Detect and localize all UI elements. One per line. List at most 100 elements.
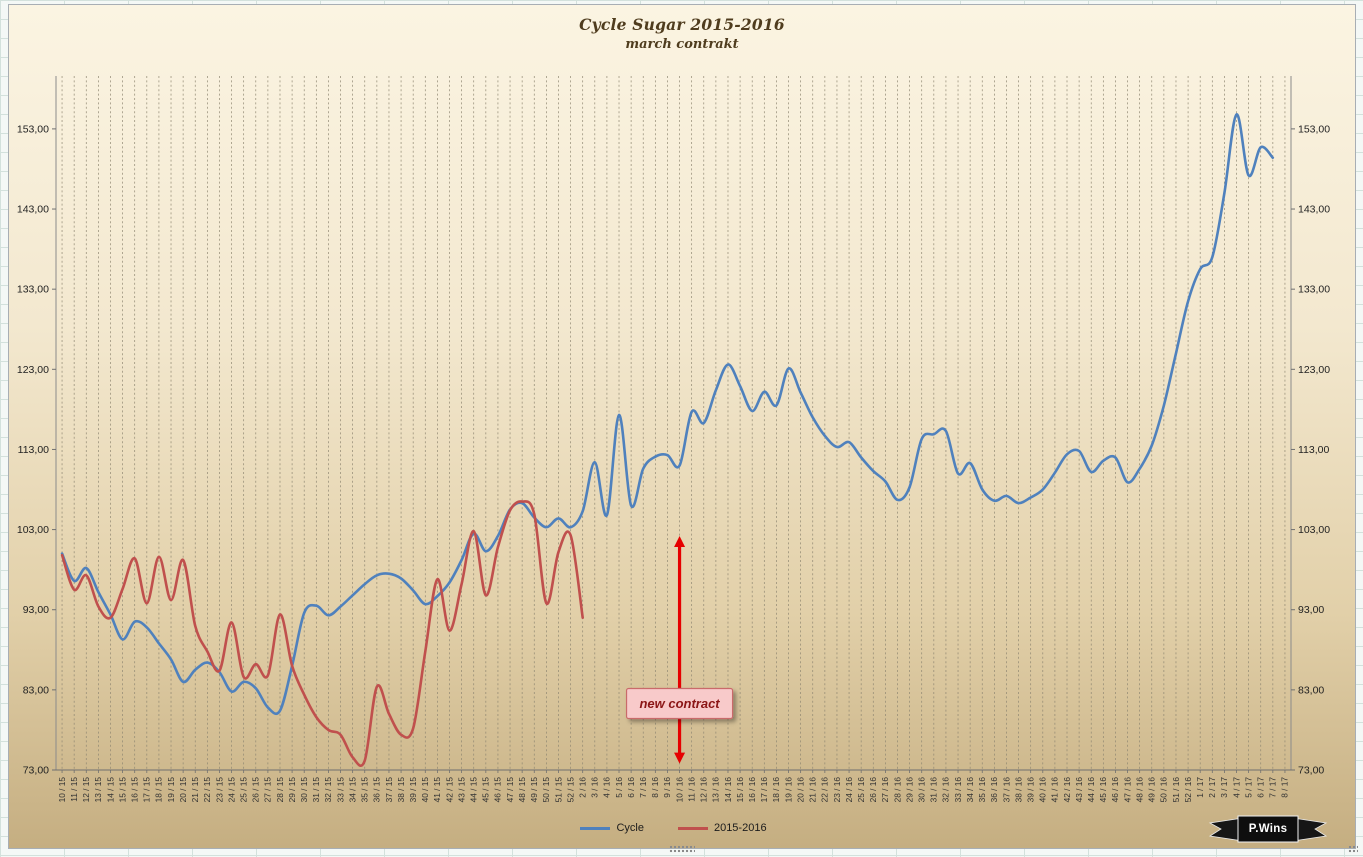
x-tick-label: 33 / 16 [953, 777, 963, 803]
annotation-box[interactable] [625, 687, 734, 720]
chart-panel[interactable]: Cycle Sugar 2015-2016 march contrakt 10 … [8, 4, 1358, 853]
y-tick-label-left: 73,00 [23, 765, 49, 777]
chart-title-block: Cycle Sugar 2015-2016 march contrakt [9, 15, 1355, 52]
legend-item-2015-2016[interactable]: 2015-2016 [677, 822, 767, 834]
series-line-2015-2016[interactable] [60, 500, 584, 767]
x-tick-label: 12 / 16 [699, 777, 709, 803]
x-tick-label: 34 / 16 [965, 777, 975, 803]
x-tick-label: 14 / 16 [723, 777, 733, 803]
x-tick-label: 25 / 16 [856, 777, 866, 803]
y-tick-label-left: 93,00 [23, 604, 49, 616]
x-tick-label: 12 / 15 [81, 777, 91, 803]
selection-handle-bottom[interactable] [669, 845, 695, 853]
x-tick-label: 7 / 17 [1268, 777, 1278, 798]
x-tick-label: 20 / 15 [178, 777, 188, 803]
y-tick-label-right: 153,00 [1298, 123, 1330, 135]
x-tick-label: 42 / 15 [444, 777, 454, 803]
x-tick-label: 2 / 17 [1207, 777, 1217, 798]
x-tick-label: 49 / 16 [1147, 777, 1157, 803]
x-tick-label: 23 / 15 [214, 777, 224, 803]
x-tick-label: 14 / 15 [105, 777, 115, 803]
plot-area: 10 / 15 11 / 15 12 / 15 13 / 15 14 / 15 15 / … [17, 76, 1330, 803]
x-tick-label: 22 / 16 [820, 777, 830, 803]
y-tick-label-left: 103,00 [17, 524, 49, 536]
x-tick-label: 20 / 16 [795, 777, 805, 803]
x-tick-label: 35 / 15 [360, 777, 370, 803]
annotation-arrowhead-down [674, 752, 686, 764]
x-tick-label: 43 / 15 [456, 777, 466, 803]
x-tick-label: 26 / 15 [251, 777, 261, 803]
y-tick-label-right: 103,00 [1298, 524, 1330, 536]
x-tick-label: 24 / 16 [844, 777, 854, 803]
x-tick-label: 19 / 15 [166, 777, 176, 803]
x-tick-label: 10 / 15 [57, 777, 67, 803]
y-tick-label-right: 113,00 [1298, 444, 1329, 456]
x-tick-label: 51 / 15 [553, 777, 563, 803]
x-tick-label: 46 / 16 [1110, 777, 1120, 803]
x-tick-label: 47 / 15 [505, 777, 515, 803]
x-tick-label: 23 / 16 [832, 777, 842, 803]
x-tick-label: 36 / 16 [989, 777, 999, 803]
x-tick-label: 29 / 15 [287, 777, 297, 803]
x-tick-label: 41 / 15 [432, 777, 442, 803]
x-tick-label: 42 / 16 [1062, 777, 1072, 803]
x-tick-label: 52 / 16 [1183, 777, 1193, 803]
x-tick-label: 24 / 15 [226, 777, 236, 803]
y-tick-label-right: 133,00 [1298, 284, 1330, 296]
legend: Cycle 2015-2016 [56, 818, 1291, 838]
x-tick-label: 44 / 15 [469, 777, 479, 803]
x-tick-label: 6 / 16 [626, 777, 636, 798]
y-tick-label-right: 83,00 [1298, 684, 1324, 696]
x-tick-label: 32 / 16 [941, 777, 951, 803]
y-tick-label-left: 83,00 [23, 684, 49, 696]
x-tick-label: 33 / 15 [335, 777, 345, 803]
x-tick-label: 27 / 16 [880, 777, 890, 803]
selection-handle-corner[interactable] [1348, 845, 1358, 853]
series-line-cycle[interactable] [60, 113, 1275, 715]
x-tick-label: 39 / 15 [408, 777, 418, 803]
annotation-label: new contract [639, 696, 720, 711]
x-tick-label: 2 / 16 [577, 777, 587, 798]
x-tick-label: 16 / 15 [130, 777, 140, 803]
x-tick-label: 30 / 16 [917, 777, 927, 803]
x-tick-label: 7 / 16 [638, 777, 648, 798]
badge-label: P.Wins [1248, 823, 1288, 835]
x-tick-label: 13 / 16 [711, 777, 721, 803]
x-tick-label: 15 / 16 [735, 777, 745, 803]
x-tick-label: 50 / 15 [541, 777, 551, 803]
x-tick-label: 13 / 15 [93, 777, 103, 803]
x-tick-label: 36 / 15 [372, 777, 382, 803]
x-tick-label: 3 / 17 [1219, 777, 1229, 798]
x-tick-label: 48 / 15 [517, 777, 527, 803]
chart-title: Cycle Sugar 2015-2016 [579, 15, 785, 34]
x-tick-label: 28 / 15 [275, 777, 285, 803]
y-tick-label-left: 113,00 [18, 444, 49, 456]
x-tick-label: 30 / 15 [299, 777, 309, 803]
legend-item-cycle[interactable]: Cycle [580, 822, 644, 834]
x-tick-label: 18 / 15 [154, 777, 164, 803]
x-tick-label: 31 / 16 [929, 777, 939, 803]
x-tick-label: 48 / 16 [1134, 777, 1144, 803]
x-tick-label: 40 / 16 [1038, 777, 1048, 803]
x-tick-label: 3 / 16 [590, 777, 600, 798]
x-tick-label: 28 / 16 [892, 777, 902, 803]
x-tick-label: 17 / 16 [759, 777, 769, 803]
x-tick-label: 40 / 15 [420, 777, 430, 803]
legend-label-2015-2016: 2015-2016 [713, 822, 767, 834]
x-tick-label: 4 / 16 [602, 777, 612, 798]
x-tick-label: 10 / 16 [674, 777, 684, 803]
x-tick-label: 50 / 16 [1159, 777, 1169, 803]
x-tick-label: 38 / 15 [396, 777, 406, 803]
x-tick-label: 19 / 16 [783, 777, 793, 803]
x-tick-label: 46 / 15 [493, 777, 503, 803]
x-tick-label: 17 / 15 [142, 777, 152, 803]
legend-swatch-2015-2016 [677, 826, 708, 830]
x-tick-label: 37 / 15 [384, 777, 394, 803]
x-tick-label: 5 / 16 [614, 777, 624, 798]
x-tick-label: 11 / 16 [686, 777, 696, 802]
annotation-arrowhead-up [674, 535, 686, 547]
chart-subtitle: march contrakt [625, 37, 739, 52]
y-tick-label-left: 123,00 [17, 364, 49, 376]
y-tick-label-left: 143,00 [17, 204, 49, 216]
x-tick-label: 26 / 16 [868, 777, 878, 803]
